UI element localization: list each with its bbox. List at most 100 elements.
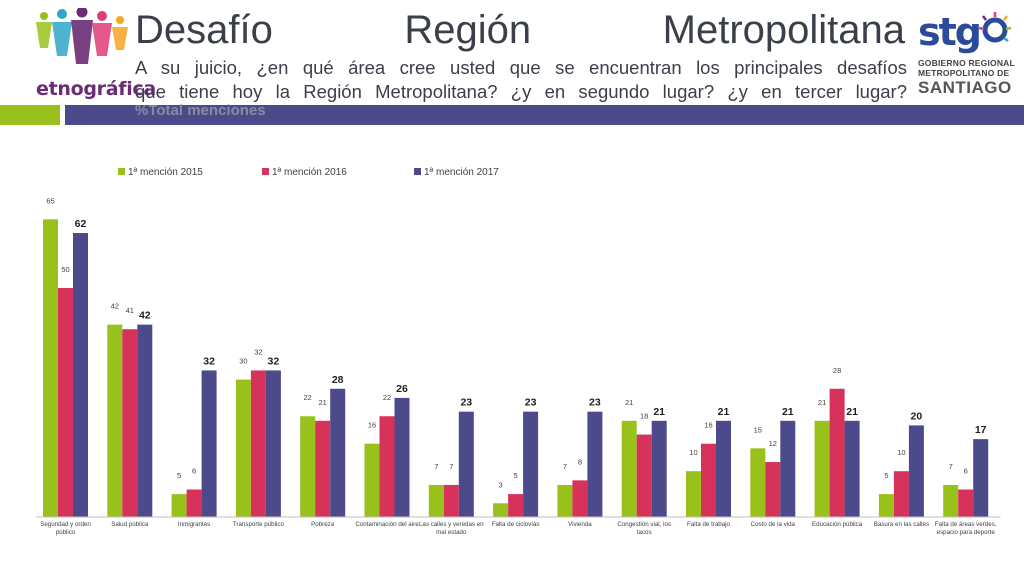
value-label-6-series-2: 22	[383, 393, 391, 402]
value-label-11-series-1: 10	[689, 448, 697, 457]
category-label-line: Transporte público	[233, 521, 285, 528]
category-label-4: Transporte público	[233, 521, 285, 528]
bar-10-series-2	[636, 434, 652, 517]
question-line-2: que tiene hoy la Región Metropolitana? ¿…	[135, 81, 907, 102]
value-label-9-series-3: 23	[589, 397, 601, 409]
category-label-line: Las calles y veredas en	[419, 521, 484, 528]
category-label-9: Vivienda	[568, 521, 592, 528]
value-label-6-series-1: 16	[368, 421, 376, 430]
accent-bar-purple	[65, 105, 1024, 125]
bar-1-series-1	[43, 219, 58, 518]
people-figures-icon	[36, 8, 128, 64]
bar-11-series-3	[716, 420, 731, 517]
category-label-line: Falta de áreas verdes,	[935, 521, 997, 528]
chart-legend: 1ª mención 2015 1ª mención 2016 1ª mención…	[118, 167, 499, 178]
bar-9-series-1	[557, 484, 573, 517]
bar-8-series-1	[493, 503, 509, 517]
bar-13-series-2	[829, 388, 845, 517]
bar-15-series-3	[973, 439, 989, 517]
value-label-8-series-2: 5	[514, 471, 518, 480]
question-line-1: A su juicio, ¿en qué área cree usted que…	[135, 57, 907, 78]
value-label-5-series-3: 28	[332, 374, 344, 386]
bar-2-series-1	[107, 324, 123, 517]
bar-6-series-2	[379, 416, 395, 517]
value-label-14-series-3: 20	[911, 410, 923, 422]
bar-8-series-2	[508, 494, 524, 517]
value-label-11-series-3: 21	[718, 406, 730, 418]
bar-1-series-3	[73, 233, 88, 517]
bar-7-series-3	[458, 411, 474, 517]
value-label-3-series-3: 32	[203, 355, 215, 367]
category-label-line: espacio para deporte	[937, 529, 996, 536]
value-label-7-series-2: 7	[449, 462, 453, 471]
value-label-5-series-2: 21	[319, 398, 327, 407]
value-label-5-series-1: 22	[304, 393, 312, 402]
legend-label-1: 1ª mención 2015	[128, 167, 203, 178]
category-label-8: Falta de ciclovías	[492, 521, 540, 528]
value-label-13-series-3: 21	[846, 406, 858, 418]
category-label-15: Falta de áreas verdes, espacio para depor…	[935, 521, 997, 536]
bar-4-series-1	[235, 379, 251, 517]
value-label-1-series-2: 50	[61, 265, 69, 274]
value-label-4-series-1: 30	[239, 357, 247, 366]
value-label-7-series-1: 7	[434, 462, 438, 471]
bar-4-series-2	[250, 370, 266, 517]
value-label-8-series-3: 23	[525, 397, 537, 409]
category-label-1: Seguridad y orden público	[40, 521, 91, 536]
etnografica-logo	[36, 8, 128, 64]
bar-14-series-3	[908, 425, 924, 517]
value-label-11-series-2: 16	[704, 421, 712, 430]
category-label-line: Contaminación del aire	[355, 521, 419, 528]
bar-12-series-3	[780, 420, 796, 517]
value-label-12-series-3: 21	[782, 406, 794, 418]
category-label-11: Falta de trabajo	[687, 521, 731, 528]
category-label-line: Seguridad y orden	[40, 521, 91, 528]
bar-4-series-3	[265, 370, 281, 517]
value-label-12-series-2: 12	[769, 439, 777, 448]
value-label-4-series-3: 32	[268, 355, 280, 367]
bar-5-series-1	[300, 416, 316, 517]
value-label-2-series-2: 41	[126, 306, 134, 315]
chart-bars	[43, 219, 989, 518]
legend-label-3: 1ª mención 2017	[424, 167, 499, 178]
value-label-3-series-2: 6	[192, 467, 196, 476]
category-label-14: Basura en las calles	[874, 521, 929, 528]
value-label-10-series-2: 18	[640, 412, 648, 421]
bar-12-series-2	[765, 462, 781, 517]
category-label-line: Congestión vial, los	[617, 521, 671, 528]
bar-9-series-3	[587, 411, 603, 517]
category-label-10: Congestión vial, los tacos	[617, 521, 671, 536]
bar-10-series-3	[651, 420, 667, 517]
bar-7-series-2	[443, 484, 459, 517]
bar-6-series-1	[364, 443, 380, 517]
stgo-sun-icon	[978, 12, 1012, 43]
bar-9-series-2	[572, 480, 588, 517]
bar-5-series-3	[330, 388, 346, 517]
value-label-13-series-1: 21	[818, 398, 826, 407]
value-label-12-series-1: 15	[754, 425, 762, 434]
value-label-2-series-1: 42	[111, 302, 119, 311]
category-label-6: Contaminación del aire	[355, 521, 419, 528]
value-label-15-series-3: 17	[975, 424, 987, 436]
value-label-14-series-1: 5	[884, 471, 888, 480]
bar-2-series-3	[137, 324, 153, 517]
bar-13-series-1	[814, 420, 830, 517]
category-label-7: Las calles y veredas en mal estado	[419, 521, 484, 536]
category-label-line: Salud pública	[111, 521, 149, 528]
value-label-9-series-1: 7	[563, 462, 567, 471]
bar-chart: 1ª mención 2015 1ª mención 2016 1ª mención…	[36, 167, 1001, 536]
value-label-15-series-2: 6	[964, 467, 968, 476]
category-label-line: público	[56, 529, 76, 536]
bar-3-series-2	[186, 489, 202, 517]
value-label-13-series-2: 28	[833, 366, 841, 375]
question-text: A su juicio, ¿en qué área cree usted que…	[135, 56, 907, 104]
legend-swatch-2	[262, 168, 269, 175]
value-label-8-series-1: 3	[499, 480, 503, 489]
category-label-2: Salud pública	[111, 521, 149, 528]
bar-15-series-1	[943, 484, 959, 517]
value-label-9-series-2: 8	[578, 457, 582, 466]
bar-3-series-3	[201, 370, 217, 517]
value-label-2-series-3: 42	[139, 310, 151, 322]
value-label-15-series-1: 7	[949, 462, 953, 471]
